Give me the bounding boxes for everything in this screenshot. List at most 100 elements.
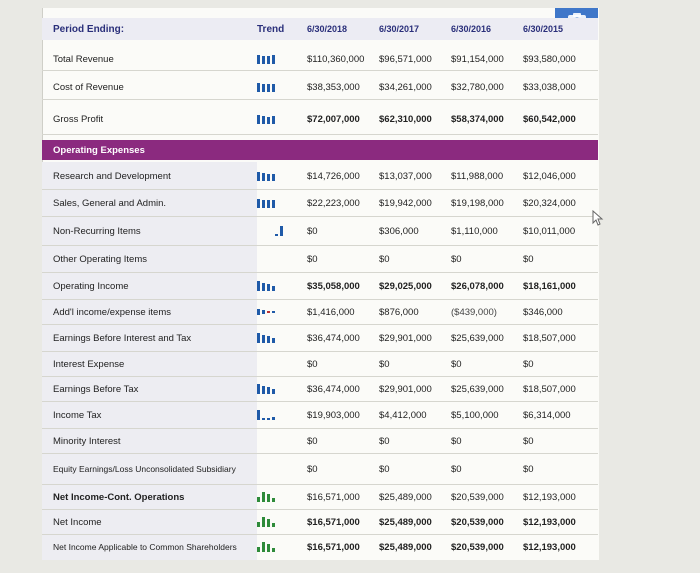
table-cell: $96,571,000 <box>379 53 432 65</box>
row-label: Earnings Before Interest and Tax <box>53 332 192 344</box>
table-cell: $11,988,000 <box>451 170 504 182</box>
table-cell: $16,571,000 <box>307 516 360 528</box>
label-column-background <box>42 162 257 560</box>
trend-bars-icon <box>257 542 307 552</box>
table-cell: $4,412,000 <box>379 409 427 421</box>
table-cell: $0 <box>451 435 462 447</box>
table-cell: $0 <box>307 225 318 237</box>
table-cell: $0 <box>523 253 534 265</box>
row-label: Total Revenue <box>53 53 114 65</box>
trend-bars-icon <box>257 517 307 527</box>
table-cell: $25,639,000 <box>451 383 504 395</box>
trend-bars-icon <box>257 171 307 181</box>
table-cell: $1,416,000 <box>307 306 355 318</box>
trend-bars-icon <box>257 54 307 64</box>
table-cell: $91,154,000 <box>451 53 504 65</box>
table-cell: $0 <box>307 358 318 370</box>
trend-bars-icon <box>257 82 307 92</box>
trend-bars-icon <box>257 307 307 317</box>
table-cell: $0 <box>523 435 534 447</box>
table-row: Interest Expense $0 $0 $0 $0 <box>42 352 598 377</box>
table-cell: $34,261,000 <box>379 81 432 93</box>
table-cell: $0 <box>523 463 534 475</box>
table-cell: $5,100,000 <box>451 409 499 421</box>
trend-header: Trend <box>257 23 285 35</box>
row-label: Interest Expense <box>53 358 125 370</box>
date-header: 6/30/2016 <box>451 24 492 34</box>
table-cell: $33,038,000 <box>523 81 576 93</box>
table-cell: $58,374,000 <box>451 113 504 125</box>
table-cell: $346,000 <box>523 306 563 318</box>
table-row: Add'l income/expense items $1,416,000 $8… <box>42 300 598 325</box>
table-cell: $25,489,000 <box>379 516 432 528</box>
table-cell: $0 <box>451 253 462 265</box>
table-cell: $0 <box>523 358 534 370</box>
table-cell: $14,726,000 <box>307 170 360 182</box>
table-row: Earnings Before Tax $36,474,000 $29,901,… <box>42 377 598 402</box>
row-label: Cost of Revenue <box>53 81 124 93</box>
mouse-cursor-icon <box>592 210 604 226</box>
row-label: Research and Development <box>53 170 171 182</box>
table-row: Net Income-Cont. Operations $16,571,000 … <box>42 485 598 510</box>
table-cell: $20,324,000 <box>523 197 576 209</box>
trend-bars-icon <box>257 384 307 394</box>
trend-bars-icon <box>257 198 307 208</box>
row-label: Net Income-Cont. Operations <box>53 491 185 503</box>
table-cell: $32,780,000 <box>451 81 504 93</box>
table-cell: $0 <box>451 463 462 475</box>
table-cell: $60,542,000 <box>523 113 576 125</box>
trend-bars-icon <box>257 410 307 420</box>
table-cell: $19,198,000 <box>451 197 504 209</box>
date-header: 6/30/2018 <box>307 24 348 34</box>
row-label: Other Operating Items <box>53 253 147 265</box>
table-cell: $876,000 <box>379 306 419 318</box>
row-label: Gross Profit <box>53 113 104 125</box>
table-cell: $20,539,000 <box>451 516 504 528</box>
table-cell: $0 <box>379 253 390 265</box>
table-cell: $0 <box>451 358 462 370</box>
table-cell: $6,314,000 <box>523 409 571 421</box>
date-header: 6/30/2017 <box>379 24 420 34</box>
table-row: Net Income $16,571,000 $25,489,000 $20,5… <box>42 510 598 535</box>
table-header: Period Ending: Trend 6/30/2018 6/30/2017… <box>42 18 598 40</box>
table-cell: $22,223,000 <box>307 197 360 209</box>
table-cell: $16,571,000 <box>307 491 360 503</box>
table-cell: $19,942,000 <box>379 197 432 209</box>
table-cell: $29,901,000 <box>379 332 432 344</box>
table-cell: $306,000 <box>379 225 419 237</box>
table-cell: $62,310,000 <box>379 113 432 125</box>
trend-bars-icon <box>257 226 307 236</box>
table-cell: $0 <box>307 435 318 447</box>
table-cell: $0 <box>379 358 390 370</box>
table-cell: $16,571,000 <box>307 541 360 553</box>
table-row: Research and Development $14,726,000 $13… <box>42 163 598 190</box>
period-ending-label: Period Ending: <box>53 23 125 35</box>
table-row: Non-Recurring Items $0 $306,000 $1,110,0… <box>42 217 598 246</box>
table-cell: $18,161,000 <box>523 280 576 292</box>
row-label: Net Income Applicable to Common Sharehol… <box>53 542 237 552</box>
row-label: Add'l income/expense items <box>53 306 171 318</box>
trend-bars-icon <box>257 333 307 343</box>
table-cell: $35,058,000 <box>307 280 360 292</box>
trend-bars-icon <box>257 281 307 291</box>
table-cell: $0 <box>307 463 318 475</box>
table-cell: $20,539,000 <box>451 491 504 503</box>
table-row: Gross Profit $72,007,000 $62,310,000 $58… <box>42 104 598 135</box>
table-cell: $13,037,000 <box>379 170 432 182</box>
table-cell: $38,353,000 <box>307 81 360 93</box>
section-header-operating-expenses: Operating Expenses <box>42 140 598 160</box>
table-row: Cost of Revenue $38,353,000 $34,261,000 … <box>42 75 598 100</box>
table-cell: $110,360,000 <box>307 53 365 65</box>
row-label: Non-Recurring Items <box>53 225 141 237</box>
table-cell: $10,011,000 <box>523 225 576 237</box>
table-row: Income Tax $19,903,000 $4,412,000 $5,100… <box>42 402 598 429</box>
table-cell: $93,580,000 <box>523 53 576 65</box>
row-label: Earnings Before Tax <box>53 383 139 395</box>
row-label: Income Tax <box>53 409 102 421</box>
row-label: Sales, General and Admin. <box>53 197 167 209</box>
table-cell: $25,489,000 <box>379 541 432 553</box>
table-cell: $0 <box>379 435 390 447</box>
table-cell: $12,193,000 <box>523 491 576 503</box>
table-cell: $25,639,000 <box>451 332 504 344</box>
table-row: Other Operating Items $0 $0 $0 $0 <box>42 246 598 273</box>
